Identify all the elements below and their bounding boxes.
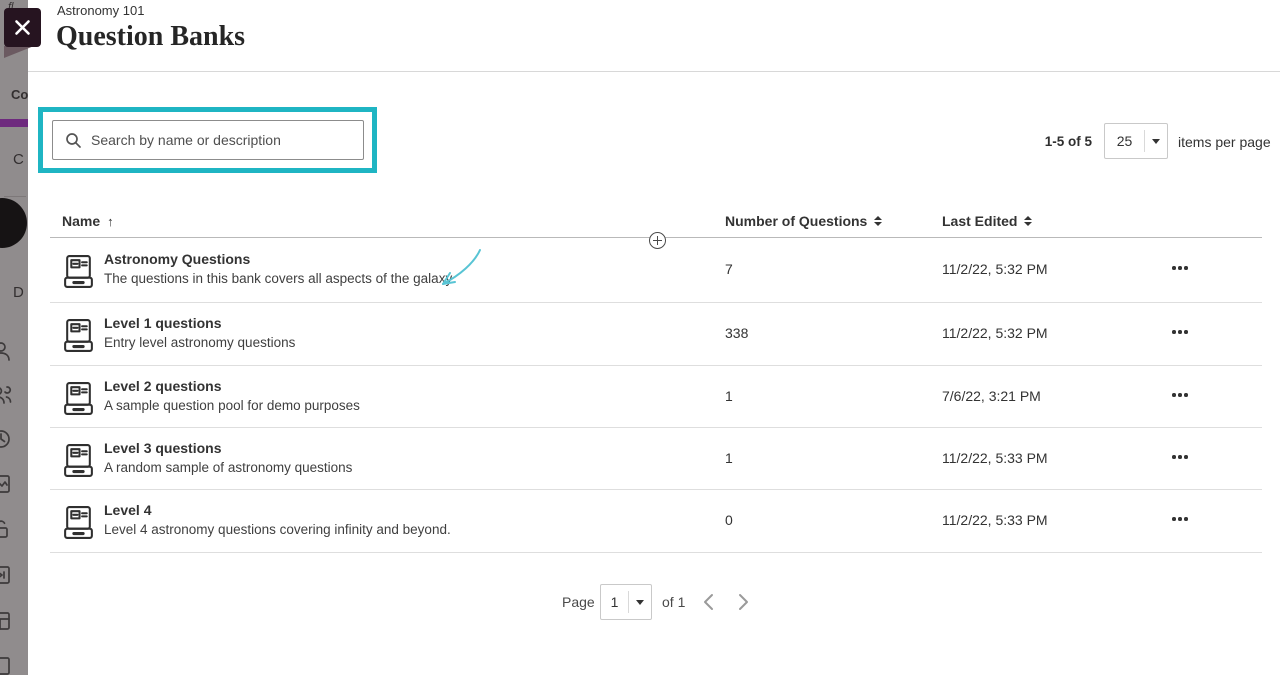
- sidebar-text-fragment: Co: [11, 87, 28, 102]
- person-icon: [0, 340, 12, 362]
- clock-icon: [0, 428, 12, 450]
- page-size-value: 25: [1116, 133, 1133, 149]
- last-edited-date: 11/2/22, 5:32 PM: [942, 261, 1048, 277]
- bank-name-link[interactable]: Level 2 questions: [104, 378, 222, 394]
- bank-name-link[interactable]: Level 3 questions: [104, 440, 222, 456]
- unlock-icon: [0, 518, 12, 540]
- bank-description: A random sample of astronomy questions: [104, 460, 353, 475]
- page-count-label: of 1: [662, 594, 686, 610]
- previous-page-button[interactable]: [696, 590, 720, 614]
- bank-description: The questions in this bank covers all as…: [104, 271, 455, 286]
- question-bank-icon: [62, 442, 95, 483]
- search-box[interactable]: [52, 120, 364, 160]
- bank-description: A sample question pool for demo purposes: [104, 398, 360, 413]
- question-bank-icon: [62, 380, 95, 421]
- row-options-menu-button[interactable]: [1165, 442, 1195, 472]
- close-icon: [15, 20, 30, 35]
- bank-name-link[interactable]: Level 4: [104, 502, 152, 518]
- close-button-fold-shadow: [4, 46, 34, 58]
- question-count: 7: [725, 261, 733, 277]
- chevron-down-icon: [1145, 138, 1167, 144]
- question-count: 1: [725, 388, 733, 404]
- question-count: 1: [725, 450, 733, 466]
- table-row: Astronomy Questions The questions in thi…: [28, 239, 1280, 302]
- sidebar-text-fragment: D: [13, 284, 24, 301]
- divider: [50, 302, 1262, 303]
- divider: [628, 591, 629, 613]
- avatar: [0, 198, 27, 248]
- bank-description: Entry level astronomy questions: [104, 335, 296, 350]
- items-range-label: 1-5 of 5: [1044, 134, 1092, 149]
- people-icon: [0, 384, 12, 406]
- last-edited-date: 7/6/22, 3:21 PM: [942, 388, 1041, 404]
- course-breadcrumb: Astronomy 101: [57, 3, 145, 18]
- close-button[interactable]: [4, 8, 41, 47]
- sort-both-icon: [874, 216, 883, 226]
- bank-description: Level 4 astronomy questions covering inf…: [104, 522, 451, 537]
- column-label: Last Edited: [942, 213, 1018, 229]
- table-row: Level 2 questions A sample question pool…: [28, 366, 1280, 429]
- sort-ascending-icon: ↑: [107, 213, 114, 229]
- question-banks-panel: Astronomy 101 Question Banks 1-5 of 5 25…: [28, 0, 1280, 675]
- page-label: Page: [562, 594, 595, 610]
- row-options-menu-button[interactable]: [1165, 380, 1195, 410]
- chevron-down-icon: [629, 599, 651, 605]
- bank-name-link[interactable]: Level 1 questions: [104, 315, 222, 331]
- sort-both-icon: [1024, 216, 1033, 226]
- row-options-menu-button[interactable]: [1165, 253, 1195, 283]
- divider: [50, 365, 1262, 366]
- last-edited-date: 11/2/22, 5:33 PM: [942, 512, 1048, 528]
- divider: [1144, 130, 1145, 152]
- items-per-page-label: items per page: [1178, 134, 1271, 150]
- partial-icon: [0, 655, 12, 675]
- row-options-menu-button[interactable]: [1165, 504, 1195, 534]
- sidebar-text-fragment: fl: [8, 1, 14, 13]
- bank-name-link[interactable]: Astronomy Questions: [104, 251, 251, 267]
- panel-chevron-icon: [0, 564, 12, 586]
- table-row: Level 3 questions A random sample of ast…: [28, 428, 1280, 491]
- chevron-left-icon: [703, 594, 713, 610]
- divider: [50, 489, 1262, 490]
- page-number-value: 1: [610, 594, 619, 610]
- background-sidebar-strip: fl Co C D: [0, 0, 28, 675]
- column-label: Number of Questions: [725, 213, 868, 229]
- divider: [4, 196, 26, 197]
- next-page-button[interactable]: [731, 590, 755, 614]
- column-label: Name: [62, 213, 101, 229]
- divider: [50, 552, 1262, 553]
- column-header-name[interactable]: Name ↑: [62, 213, 114, 229]
- crosshair-pointer-icon: [649, 232, 666, 249]
- page-title: Question Banks: [56, 21, 246, 52]
- search-input[interactable]: [91, 132, 355, 148]
- table-row: Level 1 questions Entry level astronomy …: [28, 303, 1280, 366]
- image-chart-icon: [0, 473, 12, 495]
- divider: [28, 71, 1280, 72]
- question-bank-icon: [62, 253, 95, 294]
- question-bank-icon: [62, 317, 95, 358]
- page-size-dropdown[interactable]: 25: [1104, 123, 1168, 159]
- question-count: 0: [725, 512, 733, 528]
- column-header-last-edited[interactable]: Last Edited: [942, 213, 1033, 229]
- question-bank-icon: [62, 504, 95, 545]
- gradebook-icon: [0, 610, 12, 632]
- last-edited-date: 11/2/22, 5:32 PM: [942, 325, 1048, 341]
- sidebar-accent-bar: [0, 119, 28, 127]
- table-row: Level 4 Level 4 astronomy questions cove…: [28, 490, 1280, 553]
- pagination: Page 1 of 1: [28, 584, 1280, 620]
- question-count: 338: [725, 325, 749, 341]
- sidebar-text-fragment: C: [13, 151, 24, 168]
- divider: [50, 427, 1262, 428]
- annotation-arrow: [442, 249, 481, 285]
- last-edited-date: 11/2/22, 5:33 PM: [942, 450, 1048, 466]
- page-number-dropdown[interactable]: 1: [600, 584, 652, 620]
- search-icon: [66, 132, 81, 148]
- column-header-number-of-questions[interactable]: Number of Questions: [725, 213, 883, 229]
- row-options-menu-button[interactable]: [1165, 317, 1195, 347]
- chevron-right-icon: [738, 594, 748, 610]
